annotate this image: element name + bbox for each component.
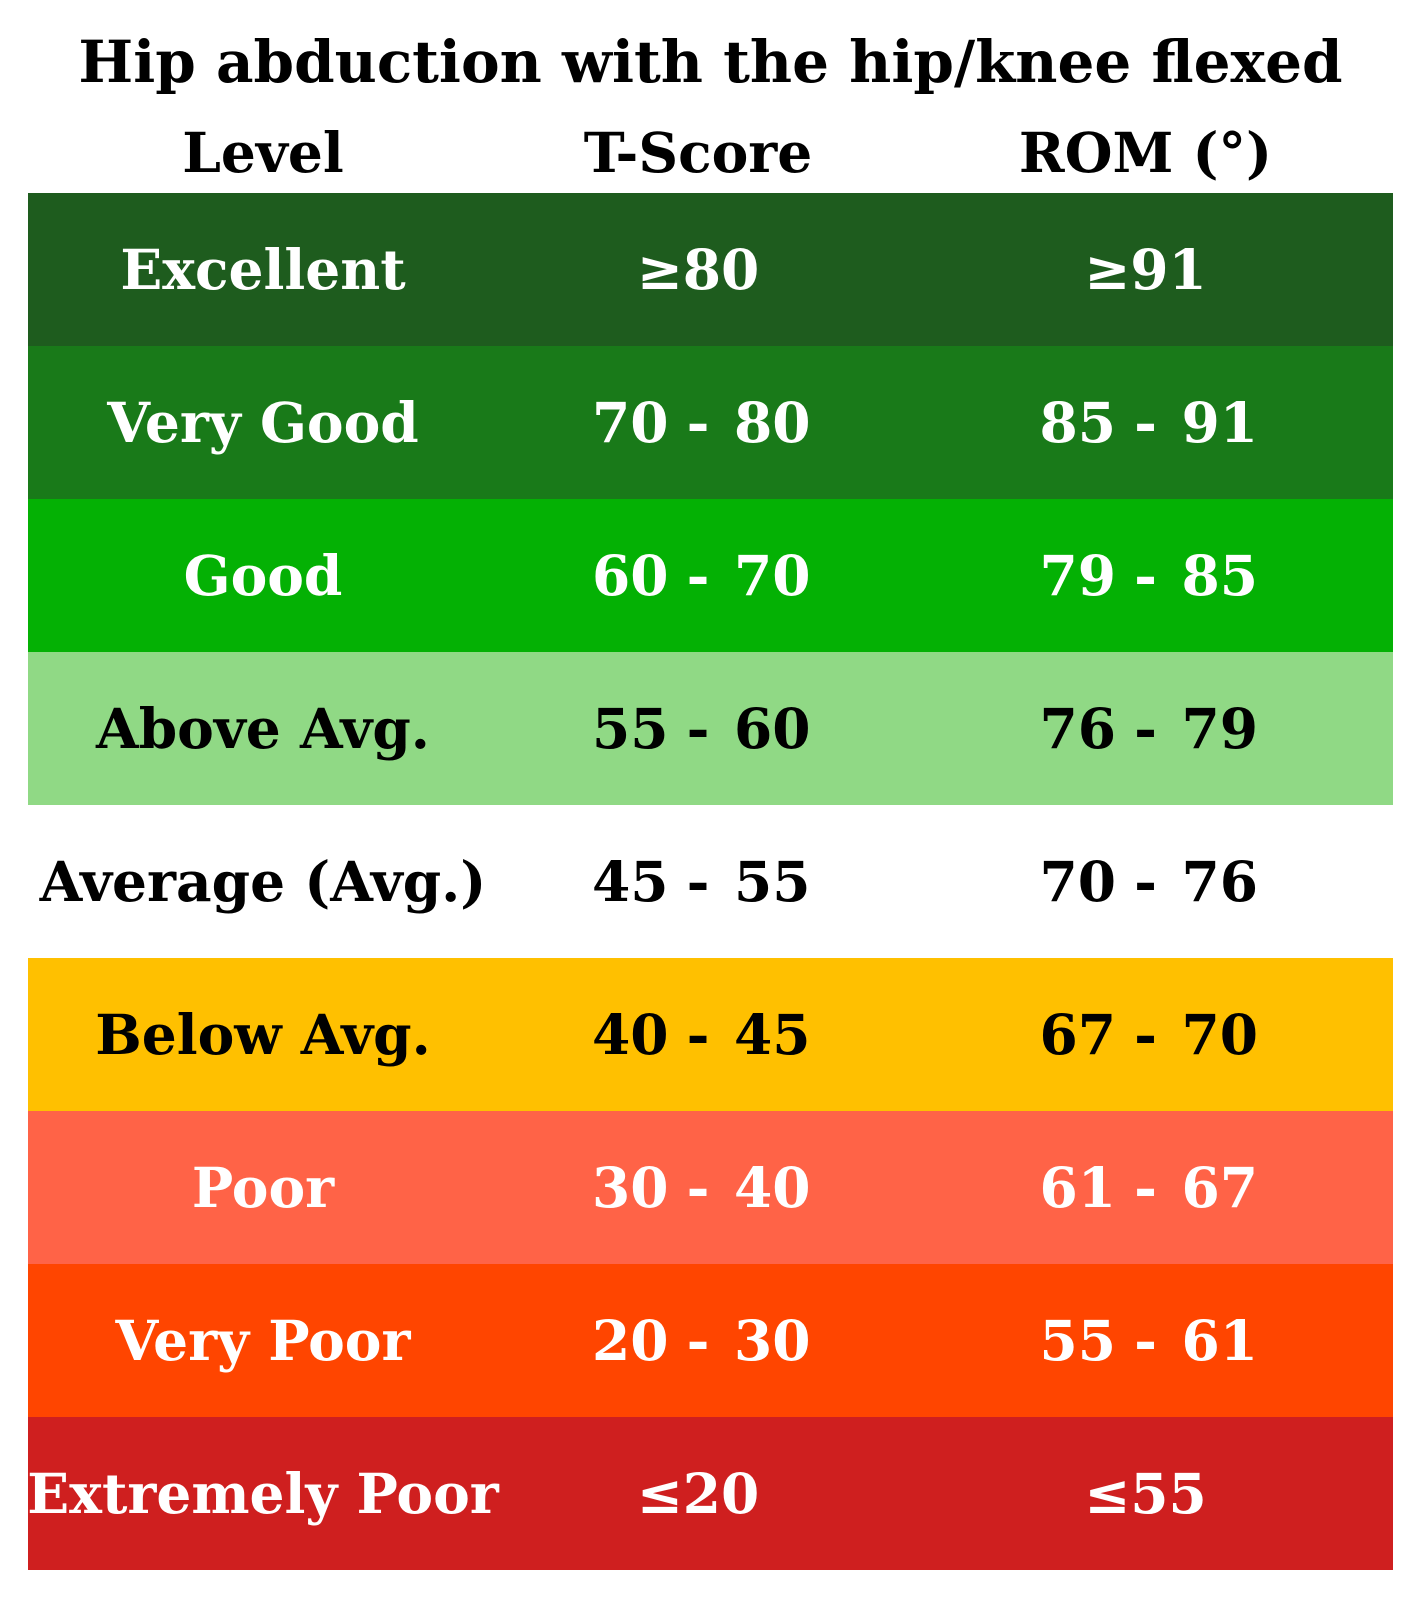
range-dash: - — [686, 390, 710, 455]
rom-cell: 79-85 — [898, 499, 1393, 652]
rom-cell: 76-79 — [898, 652, 1393, 805]
tscore-cell: ≤20 — [636, 1461, 760, 1526]
tscore-cell: 60-70 — [498, 499, 898, 652]
tscore-low: 20 — [592, 1308, 669, 1373]
table-row: Good 60-70 79-85 — [28, 499, 1393, 652]
rom-low: 76 — [1039, 696, 1117, 761]
tscore-low: 55 — [592, 696, 669, 761]
rom-cell: ≥91 — [1084, 237, 1207, 302]
range-dash: - — [1134, 849, 1157, 914]
tscore-cell: 45-55 — [498, 805, 898, 958]
rom-cell: 67-70 — [898, 958, 1393, 1111]
rom-high: 67 — [1181, 1155, 1259, 1220]
tscore-high: 40 — [734, 1155, 811, 1220]
level-cell: Below Avg. — [95, 1002, 431, 1067]
tscore-low: 40 — [592, 1002, 669, 1067]
tscore-high: 70 — [734, 543, 811, 608]
rom-high: 76 — [1181, 849, 1259, 914]
tscore-low: 60 — [592, 543, 669, 608]
range-dash: - — [1134, 543, 1157, 608]
tscore-high: 80 — [734, 390, 811, 455]
table-row: Poor 30-40 61-67 — [28, 1111, 1393, 1264]
table-row: Above Avg. 55-60 76-79 — [28, 652, 1393, 805]
range-dash: - — [1134, 1308, 1157, 1373]
range-dash: - — [1134, 390, 1157, 455]
level-cell: Average (Avg.) — [39, 849, 487, 914]
level-cell: Above Avg. — [96, 696, 430, 761]
table-row: Average (Avg.) 45-55 70-76 — [28, 805, 1393, 958]
level-cell: Good — [183, 543, 343, 608]
rom-low: 67 — [1039, 1002, 1117, 1067]
header-level: Level — [182, 119, 344, 185]
table-row: Below Avg. 40-45 67-70 — [28, 958, 1393, 1111]
header-rom: ROM (°) — [1018, 119, 1273, 185]
rom-high: 91 — [1181, 390, 1259, 455]
rom-high: 70 — [1181, 1002, 1259, 1067]
rom-low: 70 — [1039, 849, 1117, 914]
rom-cell: 55-61 — [898, 1264, 1393, 1417]
tscore-high: 60 — [734, 696, 811, 761]
range-dash: - — [686, 696, 710, 761]
table-row: Excellent ≥80 ≥91 — [28, 193, 1393, 346]
range-dash: - — [686, 543, 710, 608]
rom-cell: 85-91 — [898, 346, 1393, 499]
range-dash: - — [686, 849, 710, 914]
tscore-high: 45 — [734, 1002, 811, 1067]
page-title: Hip abduction with the hip/knee flexed — [78, 28, 1343, 96]
rom-low: 55 — [1039, 1308, 1117, 1373]
tscore-low: 70 — [592, 390, 669, 455]
tscore-cell: 55-60 — [498, 652, 898, 805]
level-cell: Very Good — [107, 390, 419, 455]
rom-high: 61 — [1181, 1308, 1259, 1373]
header-tscore: T-Score — [583, 119, 813, 185]
table-row: Very Good 70-80 85-91 — [28, 346, 1393, 499]
level-cell: Poor — [191, 1155, 335, 1220]
tscore-low: 45 — [592, 849, 669, 914]
range-dash: - — [1134, 1002, 1157, 1067]
rom-high: 79 — [1181, 696, 1259, 761]
tscore-cell: 30-40 — [498, 1111, 898, 1264]
level-cell: Very Poor — [115, 1308, 411, 1373]
level-cell: Extremely Poor — [27, 1461, 499, 1526]
range-dash: - — [1134, 1155, 1157, 1220]
tscore-cell: 20-30 — [498, 1264, 898, 1417]
norms-table: Excellent ≥80 ≥91 Very Good 70-80 85-91 … — [27, 193, 1393, 1570]
rom-high: 85 — [1181, 543, 1259, 608]
rom-cell: ≤55 — [1084, 1461, 1207, 1526]
rom-cell: 70-76 — [898, 805, 1393, 958]
rom-low: 85 — [1039, 390, 1117, 455]
tscore-cell: 70-80 — [498, 346, 898, 499]
tscore-high: 55 — [734, 849, 811, 914]
tscore-cell: 40-45 — [498, 958, 898, 1111]
range-dash: - — [1134, 696, 1157, 761]
tscore-high: 30 — [734, 1308, 811, 1373]
table-row: Extremely Poor ≤20 ≤55 — [27, 1417, 1393, 1570]
rom-low: 61 — [1039, 1155, 1117, 1220]
level-cell: Excellent — [120, 237, 406, 302]
range-dash: - — [686, 1002, 710, 1067]
rom-low: 79 — [1039, 543, 1117, 608]
range-dash: - — [686, 1155, 710, 1220]
tscore-cell: ≥80 — [636, 237, 760, 302]
tscore-low: 30 — [592, 1155, 669, 1220]
table-row: Very Poor 20-30 55-61 — [28, 1264, 1393, 1417]
range-dash: - — [686, 1308, 710, 1373]
rom-cell: 61-67 — [898, 1111, 1393, 1264]
table-header: Level T-Score ROM (°) — [28, 112, 1393, 192]
